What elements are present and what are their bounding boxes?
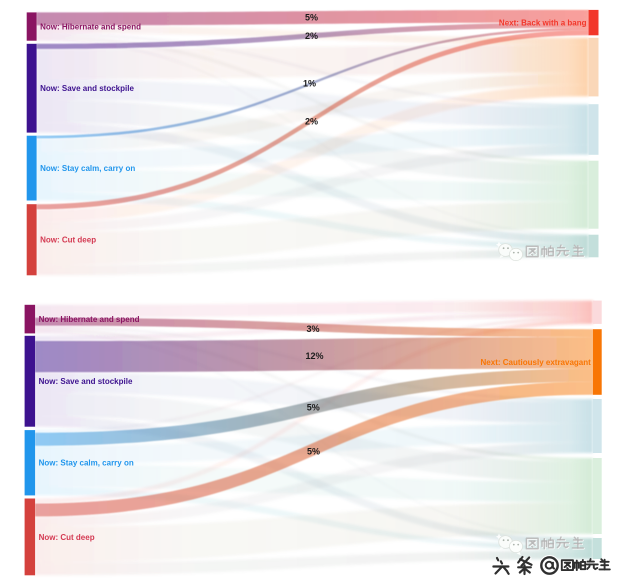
svg-text:Now: Cut deep: Now: Cut deep (40, 236, 96, 245)
svg-text:Next: Back with a bang: Next: Back with a bang (499, 19, 587, 28)
svg-text:Now: Stay calm, carry on: Now: Stay calm, carry on (39, 459, 134, 468)
svg-text:5%: 5% (305, 13, 318, 23)
svg-text:2%: 2% (305, 31, 318, 41)
svg-text:Next: Cautiously extravagant: Next: Cautiously extravagant (481, 358, 592, 367)
svg-text:Now: Save and stockpile: Now: Save and stockpile (39, 377, 133, 386)
svg-text:12%: 12% (305, 351, 323, 361)
svg-text:1%: 1% (303, 79, 316, 89)
svg-text:5%: 5% (307, 403, 320, 413)
svg-text:Now: Stay calm, carry on: Now: Stay calm, carry on (40, 164, 135, 173)
svg-text:2%: 2% (305, 117, 318, 127)
svg-text:5%: 5% (307, 447, 320, 457)
svg-text:Now: Hibernate and spend: Now: Hibernate and spend (39, 315, 140, 324)
svg-text:Now: Hibernate and spend: Now: Hibernate and spend (40, 22, 141, 31)
svg-text:Now: Cut deep: Now: Cut deep (39, 533, 95, 542)
svg-text:Now: Save and stockpile: Now: Save and stockpile (40, 84, 134, 93)
svg-text:3%: 3% (306, 324, 319, 334)
